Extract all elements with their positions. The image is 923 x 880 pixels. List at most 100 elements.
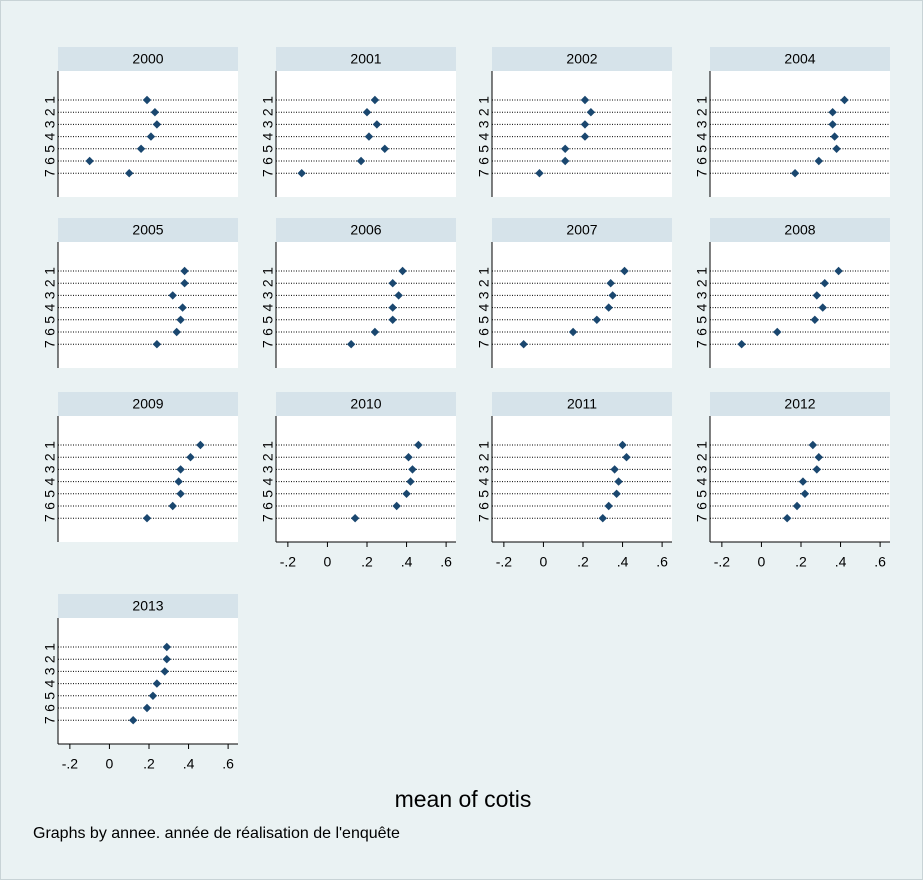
dot-marker	[350, 514, 360, 523]
plot-area	[58, 618, 238, 744]
y-tick-label: 5	[476, 490, 492, 498]
dot-marker	[568, 327, 578, 337]
x-tick-label: -.2	[62, 756, 79, 772]
dot-marker	[814, 453, 823, 462]
panel-title-bar	[492, 218, 672, 242]
y-tick-label: 1	[476, 441, 492, 449]
panel-title: 2002	[566, 51, 597, 67]
y-tick-label: 4	[260, 477, 276, 485]
dot-marker	[612, 489, 621, 498]
y-tick-label: 1	[694, 267, 710, 275]
y-tick-label: 7	[42, 716, 58, 724]
dot-marker	[840, 95, 849, 105]
plot-area	[710, 416, 890, 542]
x-tick-label: -.2	[714, 554, 731, 570]
y-tick-label: 6	[42, 157, 58, 165]
y-tick-label: 4	[42, 132, 58, 140]
x-tick-label: -.2	[280, 554, 297, 570]
plot-area	[276, 242, 456, 368]
plot-area	[58, 242, 238, 368]
dot-marker	[346, 340, 356, 349]
plot-area	[58, 71, 238, 197]
x-tick-label: .2	[577, 554, 589, 570]
y-tick-label: 5	[42, 316, 58, 324]
dot-marker	[800, 489, 810, 498]
y-tick-label: 5	[476, 316, 492, 324]
dot-marker	[142, 514, 152, 523]
y-tick-label: 7	[476, 169, 492, 177]
dot-marker	[388, 303, 397, 312]
x-tick-label: .2	[795, 554, 807, 570]
y-tick-label: 2	[476, 453, 492, 461]
y-tick-label: 1	[694, 441, 710, 449]
dot-marker	[394, 291, 403, 300]
dot-marker	[168, 291, 177, 300]
dot-marker	[388, 315, 397, 324]
dot-marker	[370, 95, 380, 105]
y-tick-label: 7	[42, 514, 58, 522]
y-tick-label: 2	[476, 108, 492, 116]
dot-marker	[152, 340, 162, 349]
dot-marker	[146, 132, 156, 141]
y-tick-label: 4	[694, 303, 710, 311]
y-tick-label: 6	[476, 502, 492, 510]
y-tick-label: 1	[476, 96, 492, 104]
dot-marker	[176, 489, 185, 498]
dot-marker	[790, 169, 800, 178]
y-tick-label: 7	[260, 340, 276, 348]
y-tick-label: 2	[260, 108, 276, 116]
dot-marker	[136, 144, 146, 153]
plot-area	[492, 416, 672, 542]
y-tick-label: 5	[260, 316, 276, 324]
dot-marker	[560, 144, 570, 153]
y-tick-label: 6	[476, 157, 492, 165]
dot-marker	[622, 453, 631, 462]
panel-title-bar	[492, 392, 672, 416]
y-tick-label: 1	[42, 267, 58, 275]
dot-marker	[737, 340, 746, 349]
y-tick-label: 4	[476, 132, 492, 140]
dot-marker	[586, 108, 596, 117]
y-tick-label: 2	[42, 655, 58, 663]
y-tick-label: 3	[694, 465, 710, 473]
y-tick-label: 7	[694, 340, 710, 348]
y-tick-label: 4	[476, 303, 492, 311]
y-tick-label: 1	[42, 441, 58, 449]
y-tick-label: 4	[476, 477, 492, 485]
dot-marker	[370, 327, 380, 337]
dot-marker	[85, 156, 94, 166]
y-tick-label: 3	[694, 291, 710, 299]
panel-title: 2006	[350, 222, 381, 238]
panel-title: 2001	[350, 51, 381, 67]
dot-marker	[820, 279, 829, 288]
plot-area	[710, 71, 890, 197]
dot-marker	[402, 489, 411, 498]
panel-title-bar	[492, 47, 672, 71]
y-tick-label: 5	[260, 145, 276, 153]
dot-marker	[608, 291, 617, 300]
y-tick-label: 1	[476, 267, 492, 275]
plot-area	[276, 416, 456, 542]
dot-marker	[186, 453, 195, 462]
dot-marker	[792, 501, 802, 511]
y-tick-label: 1	[260, 267, 276, 275]
dot-marker	[176, 465, 185, 474]
y-tick-label: 7	[42, 169, 58, 177]
dot-marker	[404, 453, 413, 462]
plot-area	[710, 242, 890, 368]
dot-marker	[580, 132, 590, 141]
y-tick-label: 6	[260, 502, 276, 510]
x-tick-label: .4	[183, 756, 195, 772]
y-tick-label: 7	[260, 169, 276, 177]
y-tick-label: 5	[694, 145, 710, 153]
dot-marker	[162, 655, 171, 664]
dot-marker	[408, 465, 417, 474]
dot-marker	[810, 315, 820, 324]
dot-marker	[620, 266, 629, 276]
dot-marker	[610, 465, 619, 474]
y-tick-label: 2	[476, 279, 492, 287]
panel-title: 2012	[784, 396, 815, 412]
dot-marker	[356, 156, 366, 166]
y-tick-label: 4	[694, 477, 710, 485]
y-tick-label: 3	[42, 465, 58, 473]
